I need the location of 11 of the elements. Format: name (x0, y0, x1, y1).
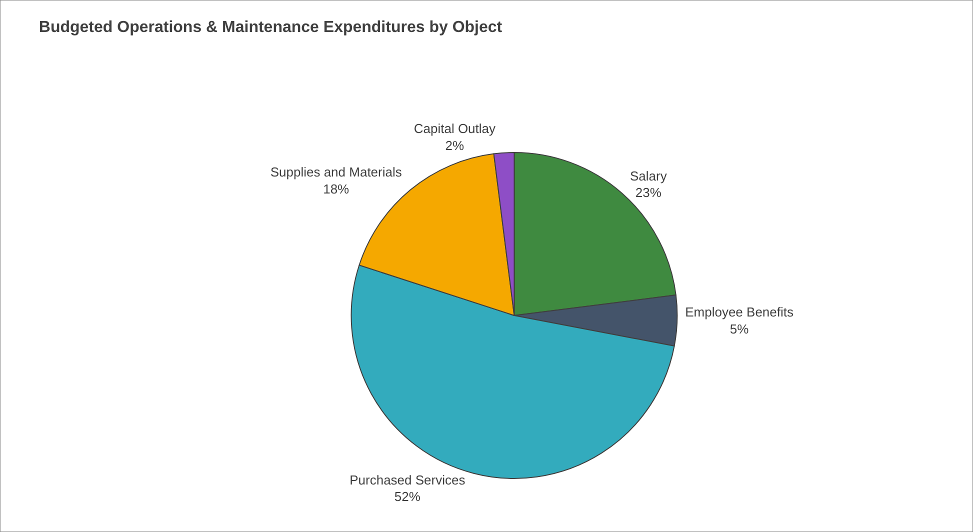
slice-label: Purchased Services (350, 472, 466, 488)
slice-label: Employee Benefits (685, 304, 794, 320)
chart-title: Budgeted Operations & Maintenance Expenditures by Object (38, 19, 503, 36)
data-label: 5% (730, 322, 750, 337)
slice-label: Supplies and Materials (270, 164, 402, 180)
data-label: 18% (323, 181, 350, 196)
data-label: 52% (394, 489, 421, 504)
slice-label: Salary (630, 168, 668, 184)
data-label: 23% (635, 185, 662, 200)
slice-label: Capital Outlay (414, 120, 496, 136)
data-label: 2% (445, 138, 465, 153)
